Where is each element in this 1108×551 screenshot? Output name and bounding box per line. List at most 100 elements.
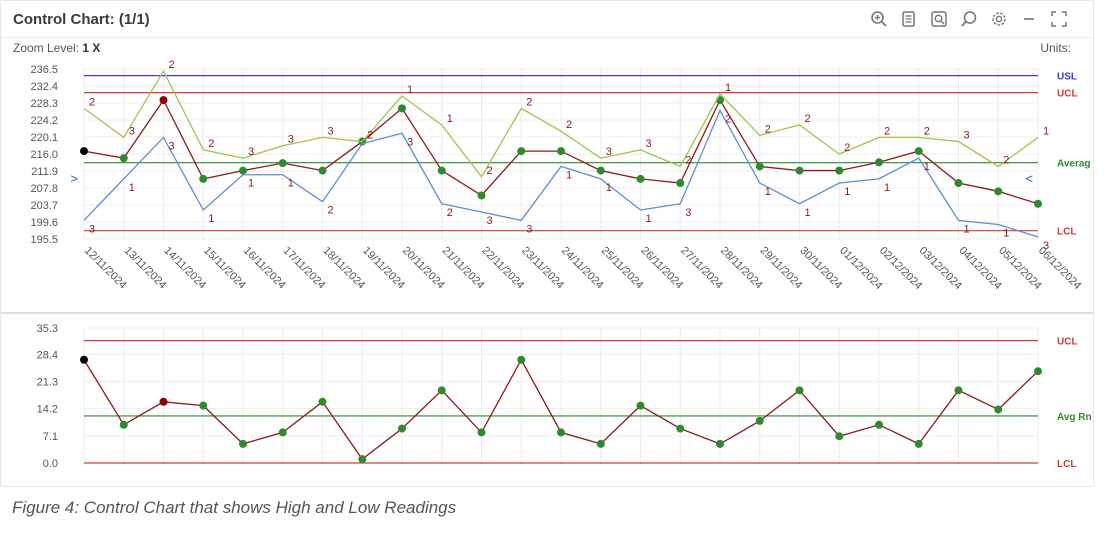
individuals-point-label: 1 [884, 182, 890, 194]
individuals-point-label: 1 [606, 182, 612, 194]
individuals-point-label: 1 [208, 213, 214, 225]
moving-range-data-point [954, 386, 963, 395]
individuals-data-point [994, 187, 1003, 196]
individuals-point-label: 1 [924, 161, 930, 173]
moving-range-data-point [994, 405, 1003, 414]
individuals-point-label: 3 [407, 136, 413, 148]
individuals-ref-label: UCL [1057, 89, 1078, 100]
minimize-icon[interactable] [1017, 7, 1041, 31]
individuals-point-label: 3 [89, 223, 95, 235]
moving-range-data-point [914, 439, 923, 448]
individuals-point-label: 3 [129, 125, 135, 137]
individuals-point-label: 2 [1003, 154, 1009, 166]
search-icon[interactable] [957, 7, 981, 31]
moving-range-data-point [318, 397, 327, 406]
header-divider [1, 37, 1093, 38]
moving-range-y-tick-label: 14.2 [37, 404, 58, 416]
moving-range-data-point [1034, 367, 1042, 376]
zoom-value: 1 X [82, 41, 101, 55]
moving-range-data-point [755, 416, 764, 425]
settings-icon[interactable] [987, 7, 1011, 31]
individuals-point-label: 1 [447, 113, 453, 125]
zoom-region-icon[interactable] [927, 7, 951, 31]
individuals-point-label: 3 [606, 146, 612, 158]
individuals-y-tick-label: 216.0 [30, 149, 58, 161]
individuals-point-label: 3 [526, 223, 532, 235]
moving-range-data-point [835, 432, 844, 441]
moving-range-data-point [636, 401, 645, 410]
individuals-point-label: 1 [765, 186, 771, 198]
x-tick-label: 06/12/2024 [1036, 245, 1083, 292]
moving-range-data-point [80, 355, 88, 364]
individuals-point-label: 2 [685, 154, 691, 166]
chart-toolbar [867, 7, 1071, 31]
moving-range-data-point [676, 424, 685, 433]
individuals-point-label: 2 [725, 113, 731, 125]
individuals-point-label: 1 [1043, 125, 1049, 137]
individuals-point-label: 2 [169, 59, 175, 71]
individuals-data-point [318, 166, 327, 175]
individuals-data-point [80, 147, 88, 156]
individuals-point-label: 3 [646, 138, 652, 150]
individuals-point-label: 2 [844, 142, 850, 154]
individuals-point-label: 2 [447, 207, 453, 219]
moving-range-data-point [875, 420, 883, 429]
individuals-data-point [159, 96, 168, 105]
individuals-point-label: 1 [407, 84, 413, 96]
individuals-y-tick-label: 203.7 [30, 200, 58, 212]
individuals-data-point [437, 166, 446, 175]
units-label: Units: [1040, 41, 1071, 55]
individuals-y-tick-label: 236.5 [30, 64, 58, 76]
report-icon[interactable] [897, 7, 921, 31]
zoom-in-icon[interactable] [867, 7, 891, 31]
individuals-point-label: 3 [685, 207, 691, 219]
individuals-point-label: 1 [725, 82, 731, 94]
individuals-data-point [199, 174, 208, 183]
individuals-point-label: 1 [805, 207, 811, 219]
individuals-y-tick-label: 228.3 [30, 98, 58, 110]
individuals-y-tick-label: 195.5 [30, 234, 58, 246]
moving-range-data-point [795, 386, 804, 395]
individuals-y-tick-label: 224.2 [30, 115, 58, 127]
individuals-point-label: 3 [248, 146, 254, 158]
individuals-data-point [517, 147, 526, 156]
individuals-y-tick-label: 220.1 [30, 132, 58, 144]
moving-range-data-point [716, 439, 724, 448]
moving-range-data-point [477, 428, 486, 437]
individuals-series-line [83, 69, 1039, 178]
individuals-y-tick-label: 211.9 [31, 166, 58, 178]
moving-range-data-point [557, 428, 565, 437]
zoom-level: Zoom Level: 1 X [13, 41, 100, 55]
individuals-data-point [477, 191, 486, 200]
individuals-point-label: 2 [367, 130, 373, 142]
moving-range-y-tick-label: 21.3 [37, 377, 58, 389]
individuals-point-label: 3 [1043, 240, 1049, 252]
individuals-point-label: 3 [288, 134, 294, 146]
individuals-point-label: 1 [248, 178, 254, 190]
moving-range-data-point [596, 439, 605, 448]
individuals-data-point [119, 154, 128, 163]
individuals-data-point [795, 166, 804, 175]
individuals-point-label: 2 [208, 138, 214, 150]
individuals-data-point [914, 147, 923, 156]
moving-range-data-point [398, 424, 406, 433]
individuals-series-line [83, 108, 1039, 238]
individuals-point-label: 1 [129, 182, 135, 194]
left-edge-marker: > [70, 171, 78, 186]
moving-range-data-point [517, 355, 526, 364]
individuals-point-label: 2 [884, 125, 890, 137]
moving-range-y-tick-label: 0.0 [43, 458, 58, 470]
expand-icon[interactable] [1047, 7, 1071, 31]
individuals-point-label: 2 [566, 119, 572, 131]
moving-range-y-tick-label: 28.4 [37, 349, 58, 361]
moving-range-data-point [358, 455, 367, 464]
individuals-data-point [239, 166, 247, 175]
individuals-point-label: 1 [964, 223, 970, 235]
individuals-point-label: 2 [805, 113, 811, 125]
individuals-y-tick-label: 232.4 [30, 81, 58, 93]
individuals-data-point [398, 104, 406, 113]
moving-range-data-point [159, 397, 168, 406]
individuals-point-label: 1 [646, 213, 652, 225]
moving-range-y-tick-label: 35.3 [37, 323, 58, 335]
individuals-data-point [954, 179, 963, 188]
